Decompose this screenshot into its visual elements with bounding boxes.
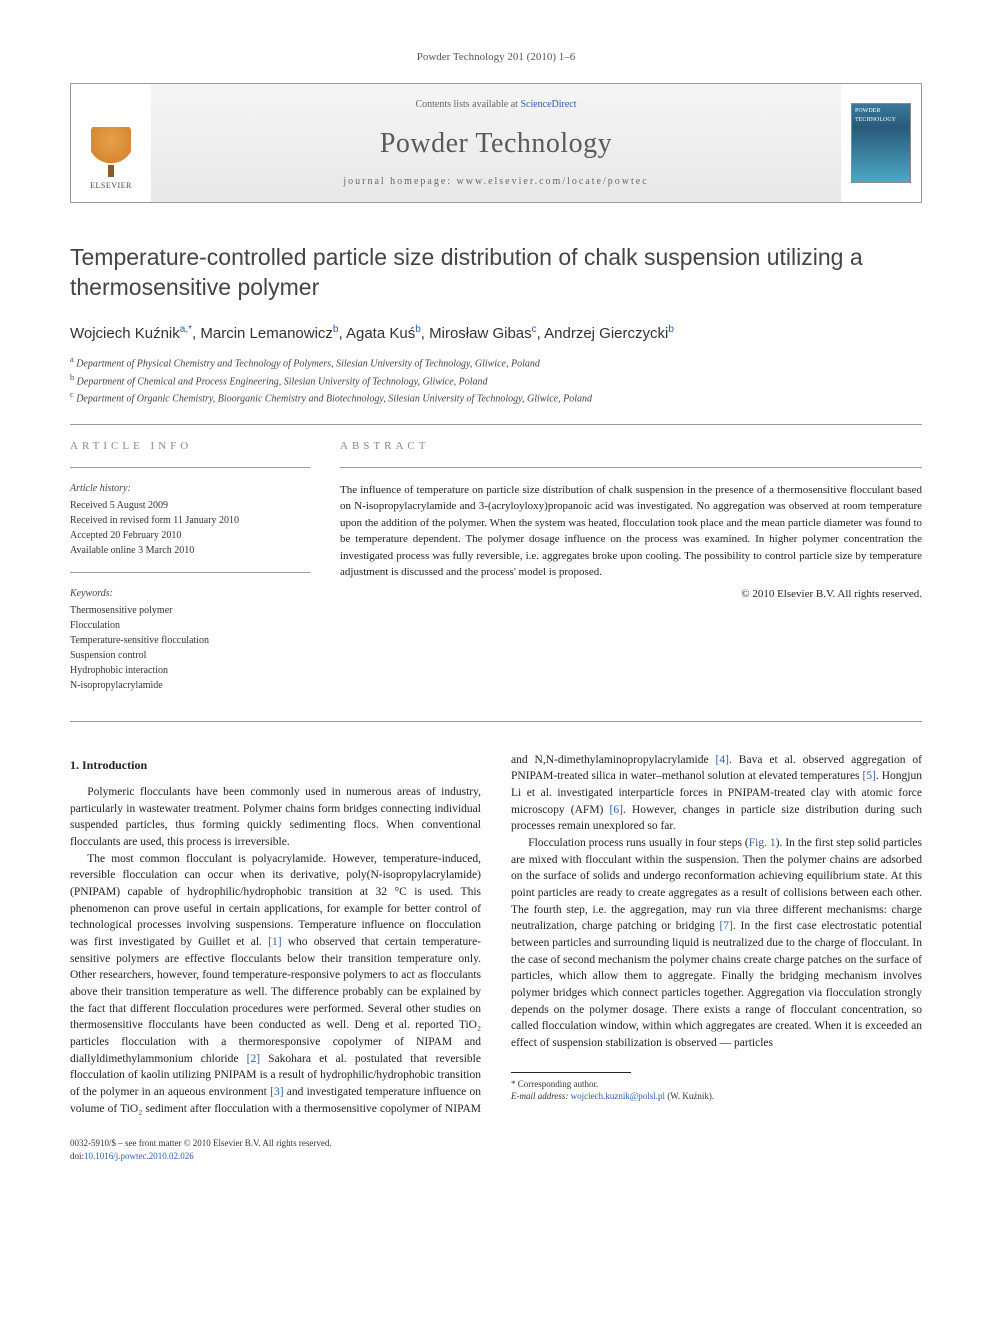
- affiliation-b: b Department of Chemical and Process Eng…: [70, 372, 922, 389]
- journal-cover-thumbnail[interactable]: POWDER TECHNOLOGY: [851, 103, 911, 183]
- journal-name: Powder Technology: [380, 124, 612, 163]
- homepage-url[interactable]: www.elsevier.com/locate/powtec: [457, 176, 649, 187]
- keyword-3: Temperature-sensitive flocculation: [70, 633, 310, 648]
- cover-label: POWDER TECHNOLOGY: [855, 108, 896, 122]
- keywords-block: Thermosensitive polymer Flocculation Tem…: [70, 603, 310, 693]
- journal-homepage-line: journal homepage: www.elsevier.com/locat…: [343, 175, 648, 189]
- abstract-column: ABSTRACT The influence of temperature on…: [340, 439, 922, 706]
- publisher-name: ELSEVIER: [90, 180, 132, 191]
- corresponding-author-footnote: * Corresponding author. E-mail address: …: [511, 1078, 922, 1103]
- history-accepted: Accepted 20 February 2010: [70, 528, 310, 543]
- keyword-6: N-isopropylacrylamide: [70, 678, 310, 693]
- footnote-divider: [511, 1072, 631, 1073]
- keywords-label: Keywords:: [70, 587, 310, 601]
- article-history-label: Article history:: [70, 482, 310, 496]
- history-online: Available online 3 March 2010: [70, 543, 310, 558]
- history-received: Received 5 August 2009: [70, 498, 310, 513]
- author-5[interactable]: , Andrzej Gierczycki: [537, 325, 669, 342]
- ref-link-1[interactable]: [1]: [268, 936, 281, 948]
- author-1-affil[interactable]: a,: [180, 324, 188, 335]
- affiliation-c: c Department of Organic Chemistry, Bioor…: [70, 389, 922, 406]
- affiliation-a: a Department of Physical Chemistry and T…: [70, 354, 922, 371]
- ref-link-5[interactable]: [5]: [863, 770, 876, 782]
- keyword-2: Flocculation: [70, 618, 310, 633]
- elsevier-tree-icon: [91, 127, 131, 172]
- intro-heading: 1. Introduction: [70, 757, 481, 774]
- abstract-divider: [340, 467, 922, 468]
- journal-cover-box: POWDER TECHNOLOGY: [841, 84, 921, 202]
- keyword-4: Suspension control: [70, 648, 310, 663]
- author-4[interactable]: , Mirosław Gibas: [421, 325, 532, 342]
- author-5-affil[interactable]: b: [668, 324, 674, 335]
- banner-center: Contents lists available at ScienceDirec…: [151, 84, 841, 202]
- sciencedirect-link[interactable]: ScienceDirect: [520, 99, 576, 110]
- ref-link-2[interactable]: [2]: [247, 1053, 260, 1065]
- doi-prefix: doi:: [70, 1151, 84, 1161]
- publisher-logo-box: ELSEVIER: [71, 84, 151, 202]
- history-revised: Received in revised form 11 January 2010: [70, 513, 310, 528]
- authors-line: Wojciech Kuźnika,*, Marcin Lemanowiczb, …: [70, 323, 922, 344]
- article-info-column: ARTICLE INFO Article history: Received 5…: [70, 439, 310, 706]
- abstract-text: The influence of temperature on particle…: [340, 482, 922, 581]
- homepage-prefix: journal homepage:: [343, 176, 456, 187]
- body-two-column: 1. Introduction Polymeric flocculants ha…: [70, 752, 922, 1118]
- author-3[interactable]: , Agata Kuś: [338, 325, 415, 342]
- ref-link-3[interactable]: [3]: [270, 1086, 283, 1098]
- abstract-label: ABSTRACT: [340, 439, 922, 454]
- corr-author-email[interactable]: wojciech.kuznik@polsl.pl: [571, 1091, 665, 1101]
- intro-paragraph-3: Flocculation process runs usually in fou…: [511, 835, 922, 1052]
- corr-author-label: * Corresponding author.: [511, 1078, 922, 1091]
- affiliations-block: a Department of Physical Chemistry and T…: [70, 354, 922, 406]
- author-1[interactable]: Wojciech Kuźnik: [70, 325, 180, 342]
- journal-reference-header: Powder Technology 201 (2010) 1–6: [70, 50, 922, 65]
- ref-link-4[interactable]: [4]: [716, 754, 729, 766]
- divider-bottom: [70, 721, 922, 722]
- ref-link-7[interactable]: [7]: [719, 920, 732, 932]
- elsevier-logo[interactable]: ELSEVIER: [81, 124, 141, 194]
- ref-link-6[interactable]: [6]: [610, 804, 623, 816]
- divider-top: [70, 424, 922, 425]
- page-footer: 0032-5910/$ – see front matter © 2010 El…: [70, 1137, 922, 1162]
- contents-prefix: Contents lists available at: [415, 99, 520, 110]
- contents-available-line: Contents lists available at ScienceDirec…: [415, 98, 576, 112]
- abstract-copyright: © 2010 Elsevier B.V. All rights reserved…: [340, 587, 922, 602]
- article-title: Temperature-controlled particle size dis…: [70, 243, 922, 303]
- corr-author-name: (W. Kuźnik).: [665, 1091, 714, 1101]
- fig-link-1[interactable]: Fig. 1: [749, 837, 776, 849]
- doi-link[interactable]: 10.1016/j.powtec.2010.02.026: [84, 1151, 194, 1161]
- article-history-block: Received 5 August 2009 Received in revis…: [70, 498, 310, 558]
- author-2[interactable]: , Marcin Lemanowicz: [192, 325, 333, 342]
- info-divider-2: [70, 572, 310, 573]
- keyword-1: Thermosensitive polymer: [70, 603, 310, 618]
- keyword-5: Hydrophobic interaction: [70, 663, 310, 678]
- info-divider-1: [70, 467, 310, 468]
- article-info-label: ARTICLE INFO: [70, 439, 310, 454]
- email-label: E-mail address:: [511, 1091, 568, 1101]
- issn-copyright-line: 0032-5910/$ – see front matter © 2010 El…: [70, 1137, 922, 1150]
- intro-paragraph-1: Polymeric flocculants have been commonly…: [70, 784, 481, 851]
- journal-banner: ELSEVIER Contents lists available at Sci…: [70, 83, 922, 203]
